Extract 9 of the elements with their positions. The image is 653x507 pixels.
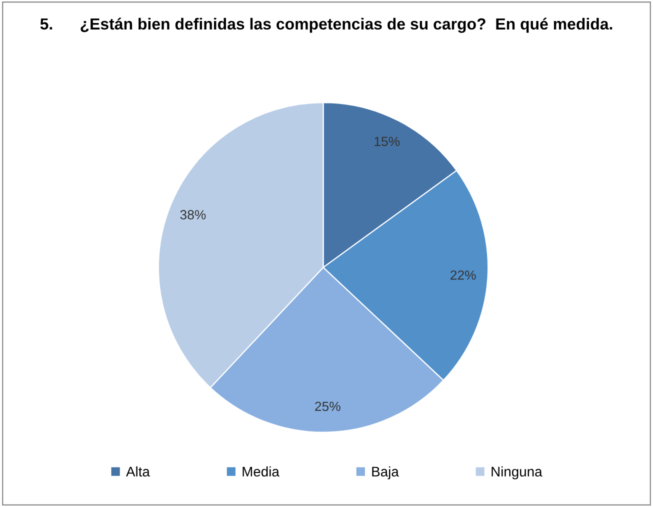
data-label: 38% <box>180 210 206 220</box>
legend-label: Media <box>242 466 280 477</box>
data-label: 22% <box>450 270 476 280</box>
legend-label: Ninguna <box>492 466 542 480</box>
legend-label: Baja <box>372 466 399 480</box>
data-label: 25% <box>315 402 340 412</box>
data-label: 15% <box>374 136 400 146</box>
chart-title: 5. ¿Están bien definidas las competencias de su cargo? En qué medida. <box>40 18 612 33</box>
legend-label: Alta <box>126 466 150 477</box>
